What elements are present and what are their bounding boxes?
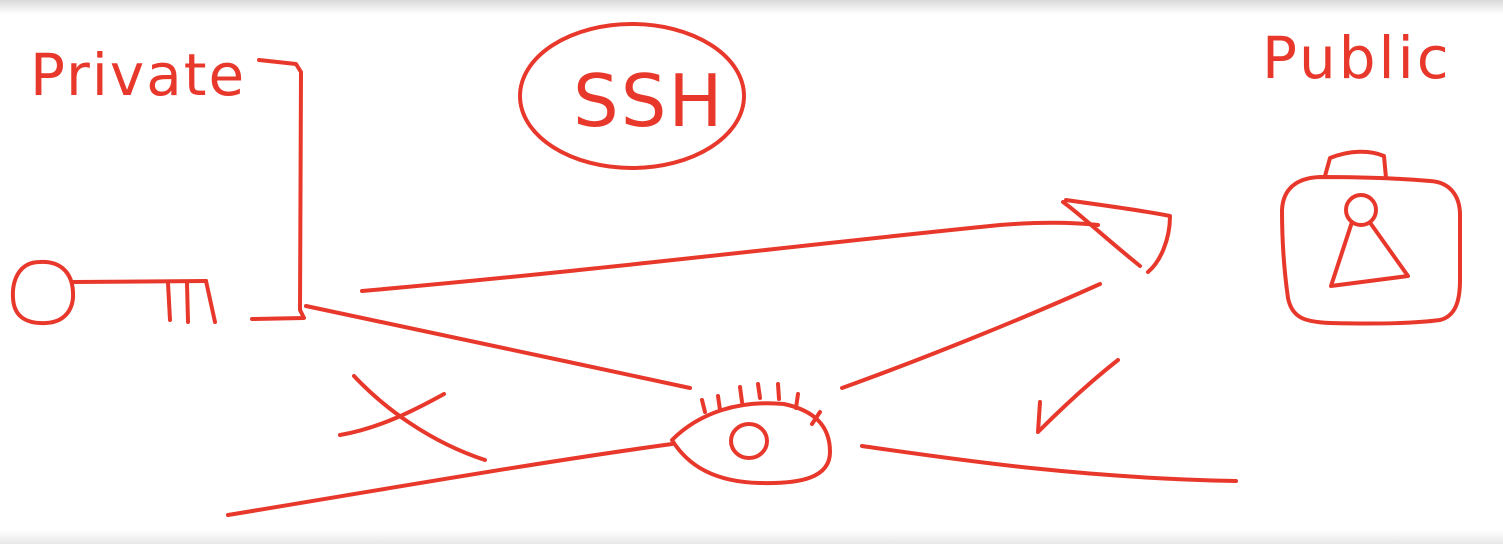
public-label: Public: [1262, 24, 1452, 92]
cross-icon: [338, 374, 487, 462]
eye-to-lock-line: [840, 282, 1102, 390]
key-icon: [10, 259, 217, 326]
private-label: Private: [30, 41, 246, 109]
ssh-circle: [518, 22, 746, 170]
bottom-shadow: [0, 530, 1503, 544]
ssh-label: SSH: [573, 59, 725, 143]
checkmark-icon: [1036, 358, 1120, 434]
lower-right-line: [860, 444, 1238, 483]
key-to-lock-line: [360, 220, 1100, 293]
private-bracket: [250, 58, 306, 321]
key-to-eye-line: [304, 304, 692, 390]
lower-left-line: [226, 442, 674, 517]
eye-icon: [670, 382, 832, 486]
arrow-head: [1061, 198, 1172, 274]
padlock-icon: [1280, 149, 1462, 326]
top-shadow: [0, 0, 1503, 14]
